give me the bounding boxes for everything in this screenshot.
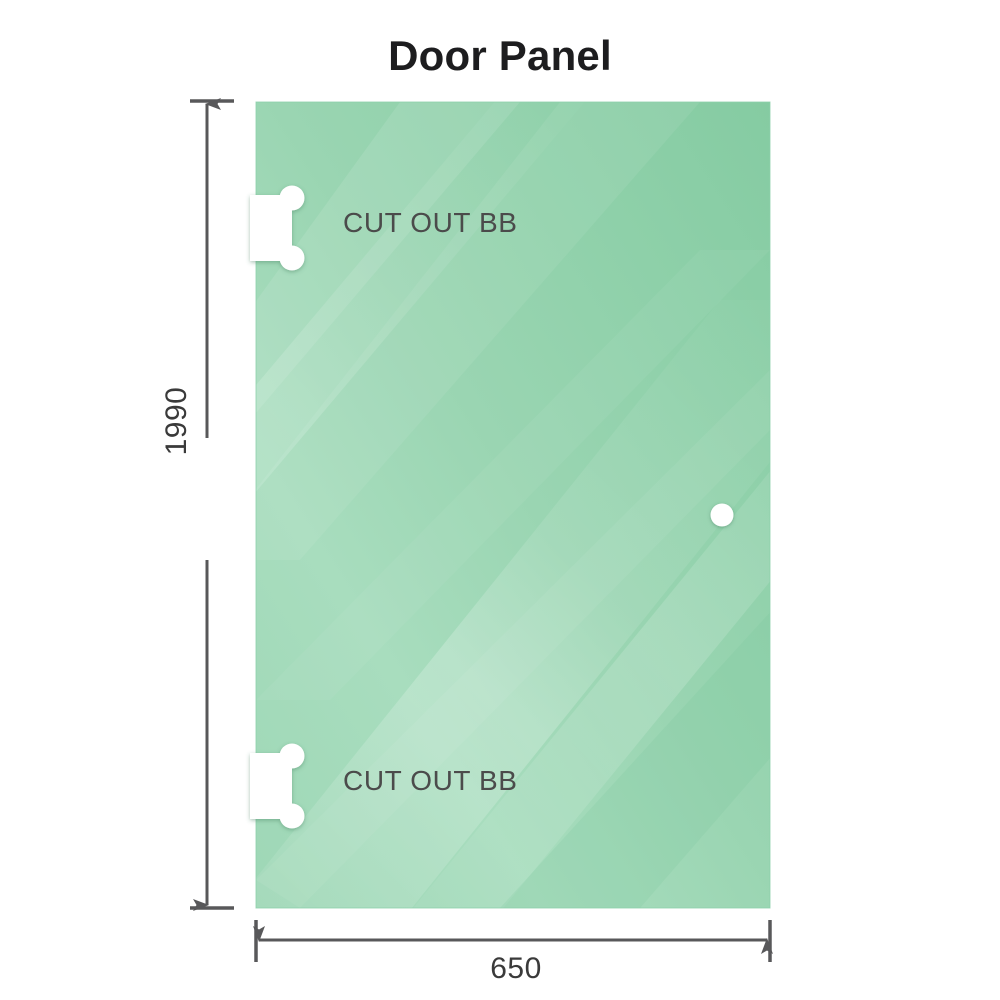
glass-reflection-streaks: [256, 102, 770, 908]
height-dimension: [190, 98, 234, 911]
cutout-label-top: CUT OUT BB: [343, 207, 518, 238]
cutout-label-bottom: CUT OUT BB: [343, 765, 518, 796]
width-dimension: [253, 920, 773, 962]
hinge-cutout-top: [250, 185, 305, 271]
handle-hole: [710, 503, 734, 527]
hinge-cutout-bottom: [250, 743, 305, 829]
glass-door-panel: [255, 101, 771, 909]
page-title: Door Panel: [388, 32, 612, 79]
height-dimension-label: 1990: [160, 386, 193, 456]
width-dimension-label: 650: [490, 952, 542, 985]
